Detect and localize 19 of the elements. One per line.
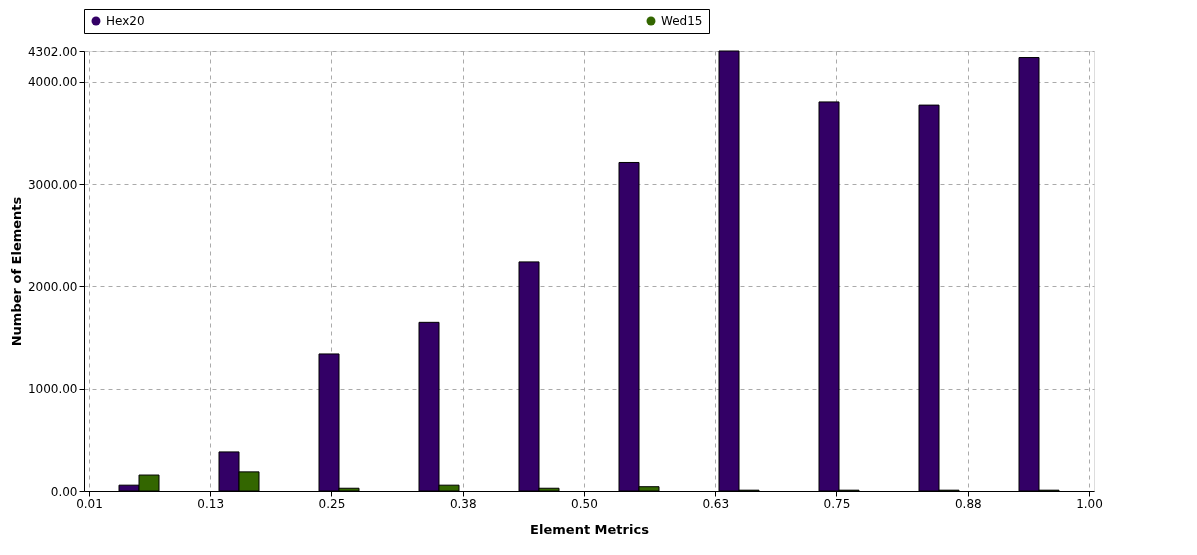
x-tick-label: 0.63 xyxy=(702,496,730,511)
y-tick-label: 4000.00 xyxy=(27,75,78,90)
y-tick-label: 4302.00 xyxy=(27,44,78,59)
y-tick-label: 0.00 xyxy=(50,484,78,499)
x-tick-label: 0.13 xyxy=(197,496,225,511)
y-axis-title: Number of Elements xyxy=(8,196,24,347)
y-tick-label: 2000.00 xyxy=(27,279,78,294)
legend-label: Hex20 xyxy=(106,14,145,28)
x-tick-label: 0.38 xyxy=(449,496,477,511)
x-tick-label: 0.75 xyxy=(823,496,851,511)
x-tick-label: 0.50 xyxy=(571,496,598,511)
y-tick-label: 3000.00 xyxy=(27,177,78,192)
x-tick-label: 0.88 xyxy=(954,496,982,511)
x-tick-label: 0.01 xyxy=(76,496,103,511)
x-tick-label: 0.25 xyxy=(318,496,346,511)
x-axis-title: Element Metrics xyxy=(530,521,650,537)
x-tick-label: 1.00 xyxy=(1076,496,1103,511)
legend-label: Wed15 xyxy=(661,14,703,28)
y-tick-label: 1000.00 xyxy=(27,382,78,397)
